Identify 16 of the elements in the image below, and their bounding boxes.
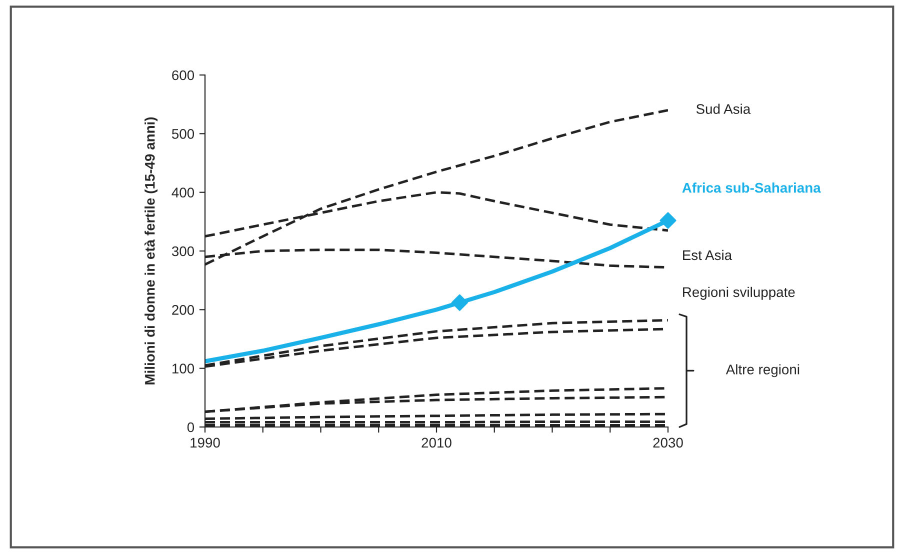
text: Altre regioni	[726, 364, 800, 378]
y-tick-label: 300	[172, 246, 194, 256]
y-tick-label: 600	[172, 70, 194, 80]
series-label: Regioni sviluppate	[683, 286, 795, 300]
x-tick-label: 2010	[422, 438, 452, 448]
x-tick-label: 1990	[190, 438, 220, 448]
x-tick-label: 2030	[653, 438, 683, 448]
series-label: Est Asia	[683, 250, 732, 260]
y-tick-label: 500	[172, 129, 194, 139]
y-tick-label: 0	[187, 422, 194, 432]
y-tick-label: 100	[172, 364, 194, 374]
y-axis-title: Milioni di donne in età fertile (15-49 anni)	[144, 117, 158, 384]
y-tick-label: 200	[172, 305, 194, 315]
text: Africa sub-Sahariana	[682, 182, 821, 193]
y-tick-label: 400	[172, 188, 194, 198]
text: Sud Asia	[696, 104, 751, 114]
